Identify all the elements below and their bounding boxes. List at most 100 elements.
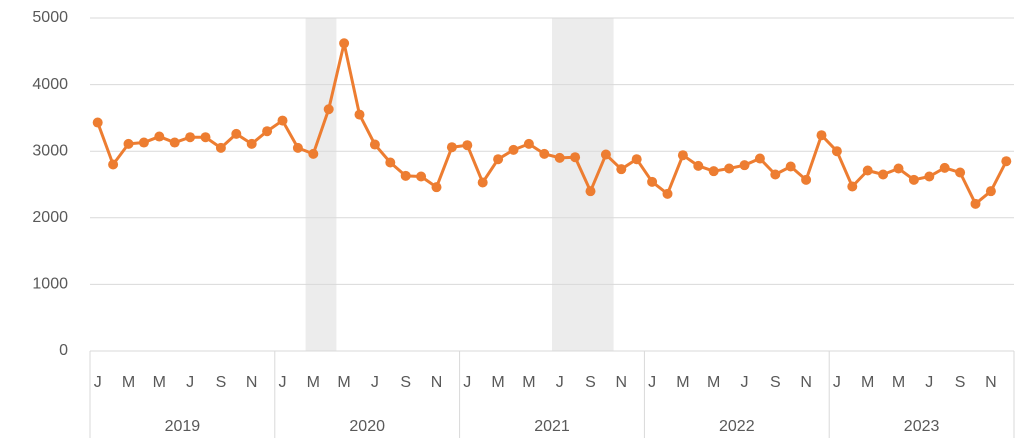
y-tick-label: 4000 bbox=[32, 76, 68, 93]
shaded-period bbox=[305, 18, 337, 351]
point bbox=[847, 181, 858, 192]
month-label: N bbox=[616, 374, 628, 391]
month-label: M bbox=[337, 374, 350, 391]
point bbox=[369, 139, 380, 150]
point bbox=[801, 174, 812, 185]
point bbox=[770, 169, 781, 180]
month-label: J bbox=[94, 374, 102, 391]
month-label: M bbox=[861, 374, 874, 391]
point bbox=[908, 174, 919, 185]
month-label: M bbox=[307, 374, 320, 391]
point bbox=[215, 142, 226, 153]
month-label: M bbox=[491, 374, 504, 391]
point bbox=[816, 130, 827, 141]
point bbox=[262, 126, 273, 137]
point bbox=[985, 186, 996, 197]
month-label: J bbox=[463, 374, 471, 391]
point bbox=[724, 163, 735, 174]
year-label: 2022 bbox=[719, 418, 755, 435]
point bbox=[523, 138, 534, 149]
month-label: M bbox=[122, 374, 135, 391]
month-label: J bbox=[833, 374, 841, 391]
point bbox=[831, 146, 842, 157]
month-label: J bbox=[556, 374, 564, 391]
month-label: N bbox=[431, 374, 443, 391]
point bbox=[585, 186, 596, 197]
point bbox=[862, 165, 873, 176]
month-label: S bbox=[585, 374, 596, 391]
point bbox=[123, 138, 134, 149]
month-label: M bbox=[522, 374, 535, 391]
point bbox=[477, 177, 488, 188]
year-label: 2021 bbox=[534, 418, 570, 435]
point bbox=[677, 150, 688, 161]
point bbox=[323, 104, 334, 115]
month-label: J bbox=[741, 374, 749, 391]
month-label: M bbox=[676, 374, 689, 391]
point bbox=[446, 142, 457, 153]
month-label: M bbox=[892, 374, 905, 391]
point bbox=[508, 144, 519, 155]
point bbox=[754, 153, 765, 164]
y-tick-label: 1000 bbox=[32, 276, 68, 293]
point bbox=[924, 171, 935, 182]
year-label: 2020 bbox=[349, 418, 385, 435]
month-label: J bbox=[186, 374, 194, 391]
point bbox=[308, 148, 319, 159]
point bbox=[416, 171, 427, 182]
point bbox=[400, 170, 411, 181]
year-label: 2019 bbox=[165, 418, 201, 435]
point bbox=[955, 167, 966, 178]
point bbox=[431, 182, 442, 193]
month-label: S bbox=[955, 374, 966, 391]
point bbox=[292, 142, 303, 153]
point bbox=[785, 161, 796, 172]
year-label: 2023 bbox=[904, 418, 940, 435]
point bbox=[631, 154, 642, 165]
point bbox=[185, 132, 196, 143]
shaded-period bbox=[552, 18, 614, 351]
point bbox=[616, 164, 627, 175]
month-label: N bbox=[246, 374, 258, 391]
point bbox=[708, 166, 719, 177]
month-label: M bbox=[153, 374, 166, 391]
month-label: J bbox=[648, 374, 656, 391]
point bbox=[1001, 156, 1012, 167]
point bbox=[108, 159, 119, 170]
point bbox=[339, 38, 350, 49]
point bbox=[200, 132, 211, 143]
point bbox=[354, 109, 365, 120]
month-label: N bbox=[800, 374, 812, 391]
point bbox=[493, 154, 504, 165]
month-label: S bbox=[400, 374, 411, 391]
month-label: M bbox=[707, 374, 720, 391]
point bbox=[893, 163, 904, 174]
point bbox=[939, 162, 950, 173]
month-label: J bbox=[279, 374, 287, 391]
month-label: S bbox=[216, 374, 227, 391]
point bbox=[231, 128, 242, 139]
point bbox=[154, 131, 165, 142]
month-label: S bbox=[770, 374, 781, 391]
month-label: J bbox=[371, 374, 379, 391]
point bbox=[739, 160, 750, 171]
point bbox=[878, 169, 889, 180]
point bbox=[970, 198, 981, 209]
point bbox=[277, 115, 288, 126]
point bbox=[462, 140, 473, 151]
y-tick-label: 3000 bbox=[32, 142, 68, 159]
point bbox=[539, 148, 550, 159]
point bbox=[385, 157, 396, 168]
month-label: N bbox=[985, 374, 997, 391]
point bbox=[647, 176, 658, 187]
point bbox=[662, 188, 673, 199]
point bbox=[169, 137, 180, 148]
y-tick-label: 5000 bbox=[32, 9, 68, 26]
y-tick-label: 0 bbox=[59, 342, 68, 359]
month-label: J bbox=[925, 374, 933, 391]
point bbox=[246, 138, 257, 149]
point bbox=[92, 117, 103, 128]
point bbox=[554, 152, 565, 163]
point bbox=[693, 160, 704, 171]
